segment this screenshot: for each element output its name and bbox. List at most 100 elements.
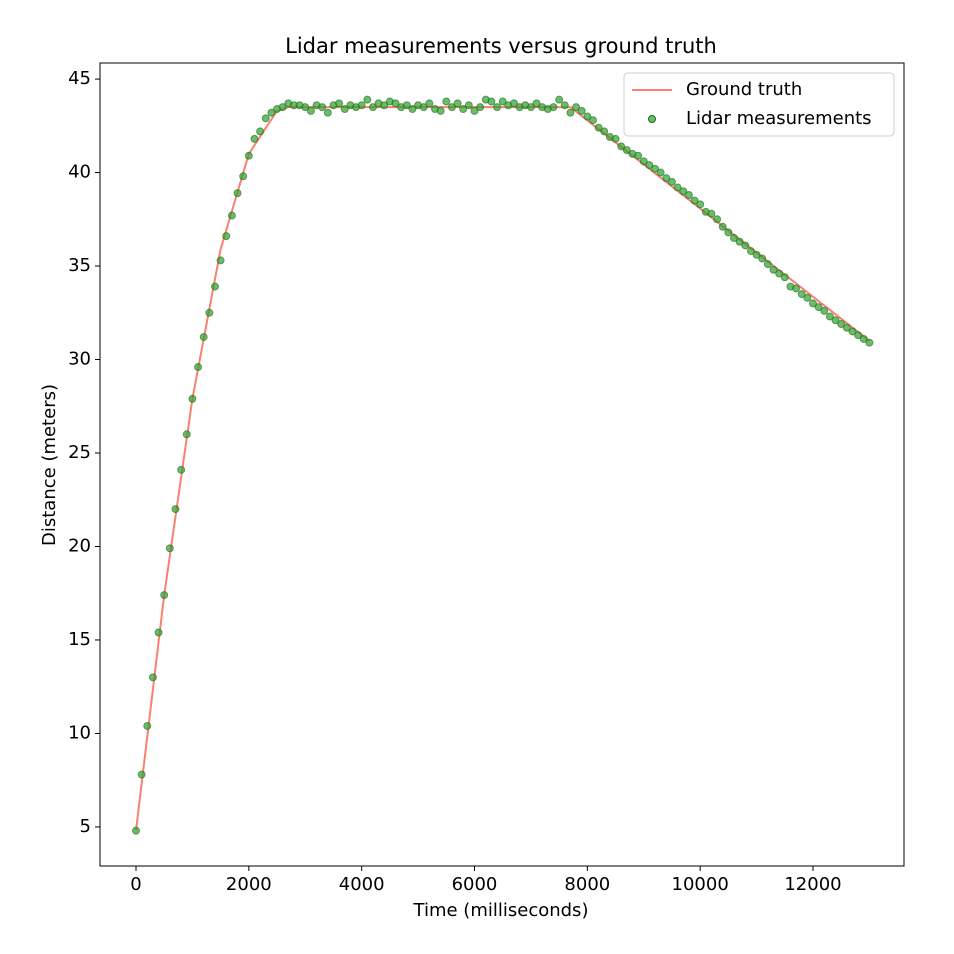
lidar-point <box>690 196 699 205</box>
plot-frame <box>99 62 905 867</box>
lidar-point <box>775 269 784 278</box>
lidar-point <box>752 250 761 259</box>
y-tick-label: 5 <box>80 816 91 837</box>
y-tick-label: 25 <box>68 442 91 463</box>
lidar-point <box>453 99 462 108</box>
lidar-point <box>797 290 806 299</box>
x-tick-label: 8000 <box>564 874 610 895</box>
lidar-point <box>244 151 253 160</box>
lidar-point <box>611 134 620 143</box>
lidar-point <box>188 394 197 403</box>
lidar-point <box>831 316 840 325</box>
lidar-point <box>464 101 473 110</box>
lidar-point <box>402 101 411 110</box>
lidar-point <box>425 99 434 108</box>
lidar-point <box>171 505 180 514</box>
lidar-point <box>335 99 344 108</box>
lidar-point <box>498 97 507 106</box>
lidar-point <box>447 103 456 112</box>
lidar-point <box>408 104 417 113</box>
lidar-point <box>470 106 479 115</box>
lidar-point <box>634 151 643 160</box>
chart-title: Lidar measurements versus ground truth <box>285 34 717 58</box>
x-tick-label: 0 <box>130 874 141 895</box>
lidar-point <box>419 103 428 112</box>
lidar-point <box>532 99 541 108</box>
lidar-point <box>137 770 146 779</box>
lidar-point <box>357 101 366 110</box>
lidar-point <box>656 168 665 177</box>
y-tick-label: 40 <box>68 162 91 183</box>
lidar-point <box>594 123 603 132</box>
lidar-point <box>622 146 631 155</box>
lidar-point <box>763 260 772 269</box>
legend-box <box>623 72 895 137</box>
lidar-point <box>673 183 682 192</box>
lidar-point <box>555 95 564 104</box>
lidar-point <box>267 108 276 117</box>
y-tick-label: 45 <box>68 68 91 89</box>
lidar-point <box>667 177 676 186</box>
lidar-point <box>662 174 671 183</box>
x-tick-label: 4000 <box>339 874 385 895</box>
lidar-point <box>239 172 248 181</box>
lidar-point <box>380 101 389 110</box>
lidar-point <box>848 327 857 336</box>
lidar-point <box>340 104 349 113</box>
x-axis-label: Time (milliseconds) <box>413 900 589 921</box>
lidar-point <box>808 299 817 308</box>
lidar-point <box>205 308 214 317</box>
lidar-point <box>639 157 648 166</box>
lidar-point <box>182 430 191 439</box>
lidar-point <box>233 189 242 198</box>
lidar-point <box>143 721 152 730</box>
y-tick-label: 20 <box>68 535 91 556</box>
y-tick-label: 10 <box>68 722 91 743</box>
lidar-point <box>735 237 744 246</box>
lidar-point <box>509 99 518 108</box>
lidar-point <box>177 465 186 474</box>
lidar-point <box>583 112 592 121</box>
lidar-point <box>216 256 225 265</box>
legend: Ground truth Lidar measurements <box>623 72 895 137</box>
lidar-point <box>820 306 829 315</box>
lidar-point <box>222 232 231 241</box>
lidar-point <box>842 323 851 332</box>
lidar-point <box>131 826 140 835</box>
lidar-point <box>148 673 157 682</box>
lidar-point <box>487 97 496 106</box>
x-tick-label: 12000 <box>784 874 841 895</box>
legend-label: Lidar measurements <box>686 108 872 129</box>
y-axis-label: Distance (meters) <box>39 384 60 546</box>
y-tick-label: 15 <box>68 629 91 650</box>
lidar-point <box>600 127 609 136</box>
lidar-point <box>713 215 722 224</box>
y-tick-label: 30 <box>68 349 91 370</box>
lidar-point <box>651 164 660 173</box>
lidar-point <box>617 142 626 151</box>
lidar-point <box>803 293 812 302</box>
lidar-point <box>679 187 688 196</box>
lidar-point <box>261 114 270 123</box>
lidar-point <box>718 222 727 231</box>
lidar-point <box>724 228 733 237</box>
y-tick-label: 35 <box>68 255 91 276</box>
lidar-point <box>837 319 846 328</box>
lidar-point <box>730 233 739 242</box>
legend-marker <box>648 115 656 123</box>
lidar-point <box>746 247 755 256</box>
lidar-point <box>566 108 575 117</box>
lidar-point <box>792 284 801 293</box>
lidar-point <box>250 134 259 143</box>
lidar-point <box>577 106 586 115</box>
lidar-point <box>549 103 558 112</box>
lidar-point <box>741 241 750 250</box>
lidar-point <box>825 312 834 321</box>
lidar-point <box>684 190 693 199</box>
lidar-point <box>645 161 654 170</box>
lidar-point <box>227 211 236 220</box>
lidar-point <box>859 334 868 343</box>
lidar-point <box>526 103 535 112</box>
lidar-point <box>165 544 174 553</box>
